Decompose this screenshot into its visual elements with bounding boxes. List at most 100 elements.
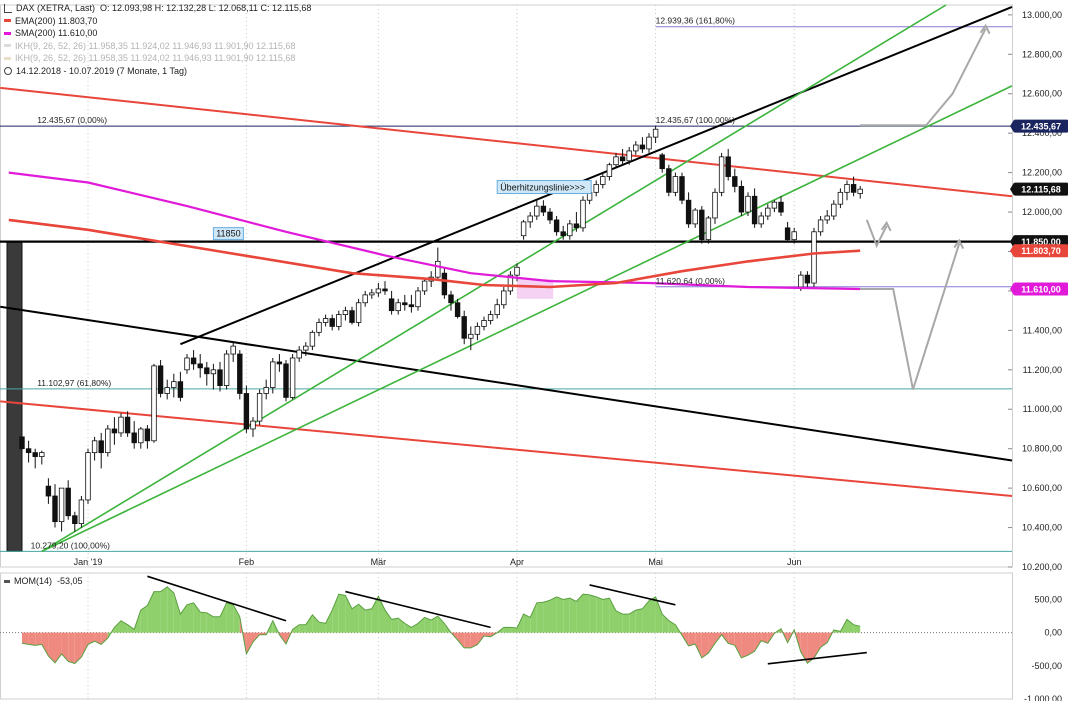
candle-body [309,331,316,347]
candle-body [342,310,349,315]
candle [52,484,58,528]
legend-item-ema[interactable]: EMA(200) 11.803,70 [4,15,311,28]
momentum-area-negative [48,632,55,663]
momentum-area-negative [807,632,814,664]
last-value-tag [1014,119,1068,133]
candle-body [501,290,507,306]
candle-body [336,314,342,327]
y-tick-label: 11.200,00 [1023,365,1062,375]
momentum-area-positive [121,620,128,633]
forecast-arrow-swing [860,243,961,390]
candle [256,389,263,426]
momentum-area-positive [596,596,603,633]
candle [613,152,619,169]
date-range: 14.12.2018 - 10.07.2019 (7 Monate, 1 Tag… [16,65,187,76]
candle-body [520,221,527,237]
momentum-area-positive [180,604,187,633]
candle [237,350,243,400]
momentum-area-positive [378,596,385,633]
candle [382,281,388,295]
momentum-divergence-line [345,590,491,629]
candle [408,294,415,313]
candle-body [58,487,65,523]
momentum-panel-frame [0,572,1013,700]
candle-body [481,320,487,327]
candle [283,359,289,402]
candle-body [369,292,375,296]
x-tick-label: Jun [787,557,802,567]
candle-body [131,432,137,444]
y-tick-label: 10.600,00 [1022,483,1062,493]
arrow-head [979,23,991,35]
legend-item-sma[interactable]: SMA(200) 11.610,00 [4,27,311,40]
candle [124,411,131,437]
fib-level-label: 11.620,64 (0,00%) [656,276,725,286]
candle [25,440,32,463]
momentum-area-positive [200,612,207,633]
momentum-area-positive [319,622,326,633]
candle-body [652,128,659,138]
candle [507,271,514,295]
candle-body [382,288,388,292]
candle [712,188,718,224]
candle-body [613,156,619,166]
candle-body [619,156,626,162]
ohlc-values: O: 12.093,98 H: 12.132,28 L: 12.068,11 C… [100,3,312,13]
momentum-area-positive [536,602,544,633]
momentum-area-negative [708,632,715,654]
momentum-area-negative [22,632,29,645]
legend-item-ikh-2[interactable]: IKH(9, 26, 52, 26) 11.958,35 11.924,02 1… [4,52,311,65]
candle-body [171,381,177,388]
momentum-area-positive [398,618,405,633]
candle-body [19,436,25,450]
legend-label: IKH(9, 26, 52, 26) 11.958,35 11.924,02 1… [15,40,296,51]
candle-body [857,188,863,194]
candle [685,192,692,228]
momentum-area-positive [418,617,425,633]
candle-body [65,487,71,517]
y-tick-label: 10.200,00 [1022,562,1062,572]
arrow-head [880,220,892,232]
candle [771,200,778,213]
legend-item-ikh-1[interactable]: IKH(9, 26, 52, 26) 11.958,35 11.924,02 1… [4,40,311,53]
candle [666,164,672,197]
y-tick-label: 10.400,00 [1022,523,1062,533]
momentum-area-negative [701,632,709,658]
candle [85,448,91,504]
candle [481,316,487,331]
last-value-tag-text: 12.115,68 [1021,185,1061,195]
candle-body [573,223,580,229]
candle-body [441,272,448,296]
candle-body [699,209,705,241]
fib-level-label: 12.939,36 (161,80%) [656,16,736,26]
candle-body [705,217,712,241]
y-tick-label: 11.000,00 [1023,404,1062,414]
candle [494,298,500,319]
candle-body [329,318,335,327]
momentum-area-positive [523,614,531,633]
x-tick-label: Feb [239,557,255,567]
chart-icon [4,3,12,13]
candle-body [32,452,38,457]
momentum-area-positive [609,598,616,633]
last-value-tag-text: 11.850,00 [1021,237,1061,247]
candle [534,200,540,220]
candle-body [230,345,236,355]
momentum-area-negative [28,632,36,646]
momentum-tick-label: -1.000,00 [1024,694,1062,701]
candle-body [415,290,421,308]
candle [699,206,705,244]
momentum-area-negative [259,632,267,635]
candle-body [626,150,632,162]
candle [705,215,712,244]
candle-body [256,393,263,422]
momentum-area-positive [424,617,432,633]
momentum-area-positive [550,596,557,633]
momentum-area-positive [358,604,366,633]
momentum-area-positive [543,600,550,633]
candle-body [375,288,382,294]
legend-label: EMA(200) 11.803,70 [15,15,98,26]
momentum-area-negative [101,632,108,645]
candle [243,385,250,433]
